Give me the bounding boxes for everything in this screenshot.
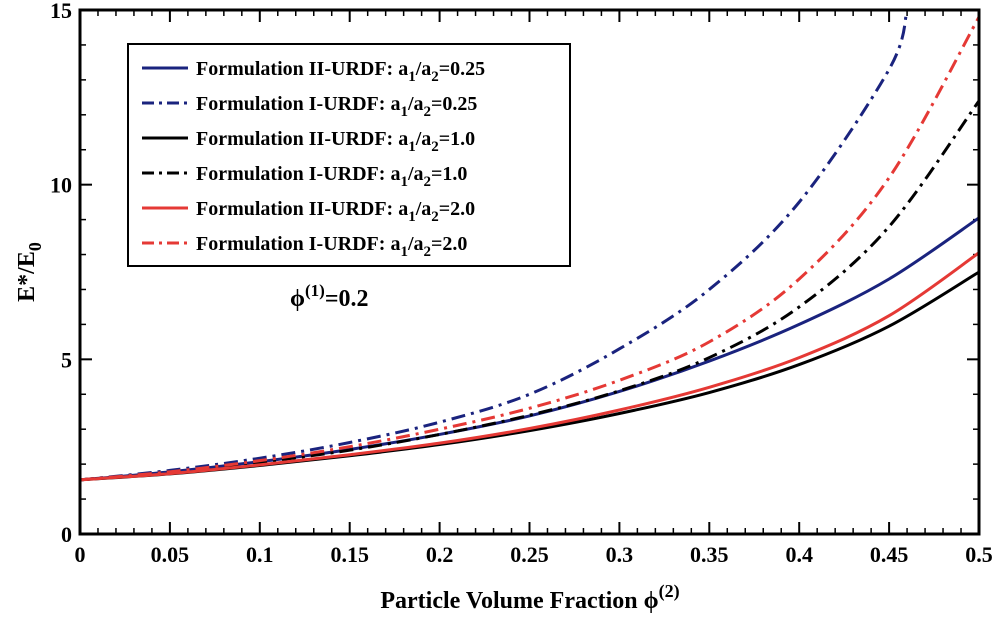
legend-param: a <box>390 93 400 115</box>
y-tick-label: 0 <box>61 522 72 547</box>
legend-value: =1.0 <box>439 128 475 150</box>
legend-slash: / <box>415 58 422 80</box>
legend-param: a <box>414 233 424 255</box>
x-axis-label: Particle Volume Fraction ϕ(2) <box>380 581 679 614</box>
legend-sub2: 2 <box>431 139 439 155</box>
x-axis-label-text: Particle Volume Fraction <box>380 588 637 614</box>
x-tick-label: 0.1 <box>246 542 274 567</box>
legend-label-5: Formulation II-URDF: a1/a2=2.0 <box>196 198 475 225</box>
legend-sub2: 2 <box>431 69 439 85</box>
legend-label-1: Formulation II-URDF: a1/a2=0.25 <box>196 58 485 85</box>
legend-param: a <box>398 58 408 80</box>
y-axis-label-main: E*/E <box>14 251 40 302</box>
tick-labels: 0 0.05 0.1 0.15 0.2 0.25 0.3 0.35 0.4 0.45 0.5 0 5 10… <box>50 0 993 567</box>
x-tick-label: 0.5 <box>965 542 993 567</box>
y-tick-label: 5 <box>61 347 72 372</box>
legend-sub2: 2 <box>424 244 432 260</box>
legend-name: Formulation I-URDF: <box>196 233 390 255</box>
legend-param: a <box>398 128 408 150</box>
x-axis-label-symbol: ϕ <box>644 588 659 614</box>
y-axis-label: E*/E0 <box>14 242 45 302</box>
legend-value: =0.25 <box>439 58 485 80</box>
plot-frame <box>78 8 981 536</box>
legend-sub2: 2 <box>424 174 432 190</box>
legend-param: a <box>414 93 424 115</box>
legend-label-2: Formulation I-URDF: a1/a2=0.25 <box>196 93 477 120</box>
legend-sub1: 1 <box>400 174 408 190</box>
annotation-sup: (1) <box>305 281 325 300</box>
legend-name: Formulation II-URDF: <box>196 128 398 150</box>
legend-slash: / <box>415 128 422 150</box>
legend-param: a <box>421 128 431 150</box>
legend-slash: / <box>407 163 414 185</box>
legend-box <box>127 43 571 267</box>
legend-sub1: 1 <box>400 244 408 260</box>
x-axis-label-sup: (2) <box>659 581 680 602</box>
legend-value: =0.25 <box>431 93 477 115</box>
legend-name: Formulation I-URDF: <box>196 163 390 185</box>
legend-name: Formulation I-URDF: <box>196 93 390 115</box>
phi1-annotation: ϕ(1)=0.2 <box>290 281 369 312</box>
legend-sub1: 1 <box>408 69 416 85</box>
legend-value: =1.0 <box>431 163 467 185</box>
series-line-5 <box>80 251 979 482</box>
x-tick-label: 0.3 <box>606 542 634 567</box>
series-line-2 <box>80 10 909 482</box>
annotation-symbol: ϕ <box>290 286 305 312</box>
series-line-6 <box>80 16 979 482</box>
legend-value: =2.0 <box>439 198 475 220</box>
x-tick-label: 0.2 <box>426 542 454 567</box>
x-tick-label: 0.15 <box>330 542 369 567</box>
legend-name: Formulation II-URDF: <box>196 58 398 80</box>
y-tick-label: 10 <box>50 173 72 198</box>
legend-label-3: Formulation II-URDF: a1/a2=1.0 <box>196 128 475 155</box>
annotation-text: =0.2 <box>325 286 369 312</box>
legend-param: a <box>421 58 431 80</box>
x-tick-label: 0.25 <box>510 542 549 567</box>
x-tick-label: 0.4 <box>785 542 813 567</box>
legend-sub2: 2 <box>424 104 432 120</box>
legend-param: a <box>390 163 400 185</box>
y-tick-label: 15 <box>50 0 72 23</box>
legend-label-4: Formulation I-URDF: a1/a2=1.0 <box>196 163 467 190</box>
legend-slash: / <box>407 93 414 115</box>
y-axis-label-sub: 0 <box>25 242 45 251</box>
legend-param: a <box>421 198 431 220</box>
legend-sub2: 2 <box>431 209 439 225</box>
legend-sub1: 1 <box>408 209 416 225</box>
x-tick-label: 0 <box>75 542 86 567</box>
legend-label-6: Formulation I-URDF: a1/a2=2.0 <box>196 233 467 260</box>
legend-slash: / <box>407 233 414 255</box>
legend-sub1: 1 <box>408 139 416 155</box>
legend-sub1: 1 <box>400 104 408 120</box>
legend: Formulation II-URDF: a1/a2=0.25Formulati… <box>142 58 485 260</box>
x-tick-label: 0.45 <box>870 542 909 567</box>
legend-param: a <box>398 198 408 220</box>
series-layer <box>80 10 979 482</box>
x-tick-label: 0.35 <box>690 542 729 567</box>
series-line-4 <box>80 99 979 482</box>
legend-slash: / <box>415 198 422 220</box>
legend-name: Formulation II-URDF: <box>196 198 398 220</box>
legend-param: a <box>414 163 424 185</box>
legend-param: a <box>390 233 400 255</box>
x-tick-label: 0.05 <box>151 542 190 567</box>
legend-value: =2.0 <box>431 233 467 255</box>
